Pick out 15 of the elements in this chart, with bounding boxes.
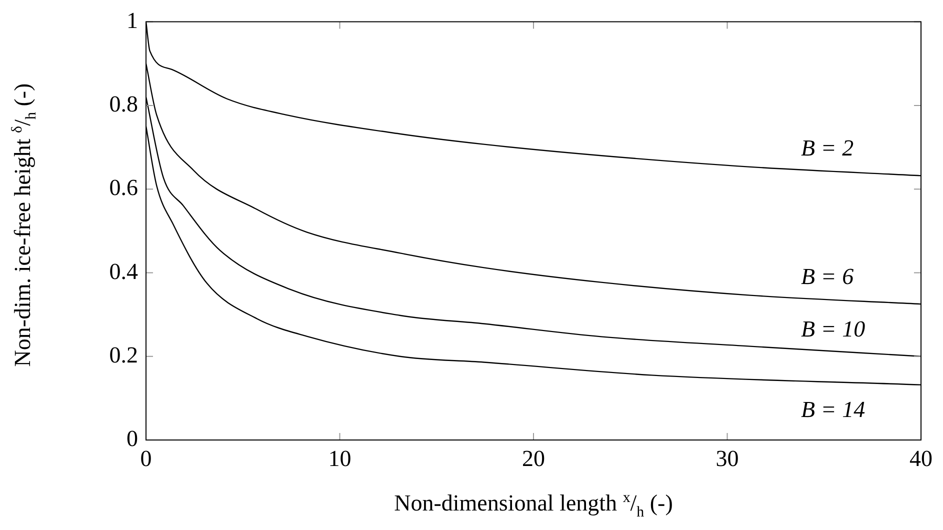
series-label: B = 6 xyxy=(801,264,854,290)
y-tick-label: 0.2 xyxy=(109,342,138,368)
y-tick-label: 1 xyxy=(126,8,138,33)
y-tick-label: 0 xyxy=(126,426,138,452)
x-tick-label: 20 xyxy=(522,446,545,471)
x-tick-label: 10 xyxy=(328,446,352,471)
series-label: B = 2 xyxy=(801,136,854,161)
x-axis-title: Non-dimensional length $^{x}$/$_{h}$ (-) xyxy=(393,490,674,522)
y-tick-label: 0.4 xyxy=(109,258,138,284)
y-tick-label: 0.8 xyxy=(109,91,138,116)
x-tick-label: 30 xyxy=(716,446,739,471)
y-tick-label: 0.6 xyxy=(109,175,138,200)
series-label: B = 14 xyxy=(801,396,866,422)
series-label: B = 10 xyxy=(801,316,866,342)
x-tick-label: 40 xyxy=(910,446,932,471)
